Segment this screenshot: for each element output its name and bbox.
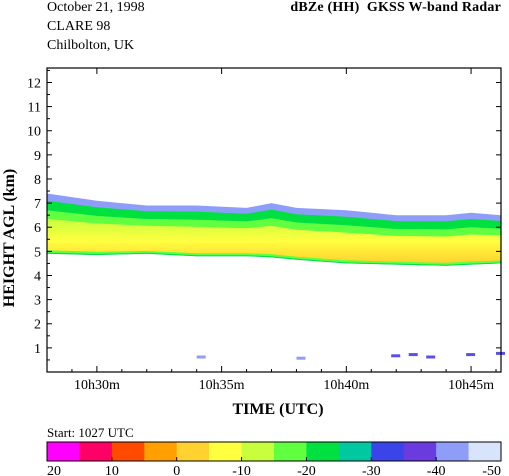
- y-tick-label: 8: [34, 173, 41, 188]
- low-return: [408, 353, 418, 357]
- colorbar-segment: [274, 442, 308, 461]
- x-tick-label: 10h35m: [199, 378, 245, 393]
- plot-frame: [46, 67, 502, 373]
- colorbar-tick-label: -10: [232, 464, 251, 476]
- colorbar-segment: [403, 442, 437, 461]
- colorbar: 20 10 0 -10 -20 -30 -40 -50: [46, 441, 502, 476]
- low-return: [296, 356, 306, 360]
- campaign-label: CLARE 98: [47, 19, 111, 34]
- colorbar-segment: [468, 442, 502, 461]
- y-tick-label: 12: [27, 76, 41, 91]
- colorbar-segment: [436, 442, 470, 461]
- x-tick-label: 10h30m: [74, 378, 120, 393]
- x-tick-label: 10h45m: [448, 378, 494, 393]
- colorbar-segment: [371, 442, 405, 461]
- colorbar-frame: [46, 441, 502, 462]
- start-time-label: Start: 1027 UTC: [47, 425, 134, 440]
- colorbar-segment: [241, 442, 275, 461]
- low-return: [466, 353, 476, 357]
- y-axis-title: HEIGHT AGL (km): [1, 169, 18, 307]
- colorbar-segment: [306, 442, 340, 461]
- low-return: [391, 354, 401, 358]
- y-tick-label: 3: [34, 294, 41, 309]
- instrument-label: GKSS W-band Radar: [366, 0, 501, 15]
- colorbar-tick-label: 20: [47, 464, 61, 476]
- site-label: Chilbolton, UK: [47, 38, 135, 53]
- x-axis-title: TIME (UTC): [232, 401, 323, 418]
- low-return: [196, 355, 206, 359]
- colorbar-tick-label: -50: [482, 464, 501, 476]
- chart-title: dBZe (HH) GKSS W-band Radar: [290, 0, 501, 16]
- colorbar-segment: [209, 442, 243, 461]
- y-tick-label: 4: [34, 269, 41, 284]
- plot-layer: [47, 193, 505, 360]
- colorbar-segment: [338, 442, 372, 461]
- y-tick-label: 1: [34, 342, 41, 357]
- y-tick-label: 2: [34, 318, 41, 333]
- low-return: [426, 355, 436, 359]
- y-tick-label: 5: [34, 245, 41, 260]
- product-label: dBZe (HH): [290, 0, 360, 15]
- y-tick-label: 11: [28, 101, 41, 116]
- colorbar-tick-label: 10: [105, 464, 119, 476]
- x-tick-label: 10h40m: [323, 378, 369, 393]
- colorbar-tick-label: -20: [297, 464, 316, 476]
- colorbar-segment: [144, 442, 178, 461]
- colorbar-tick-label: -30: [362, 464, 381, 476]
- header-info: October 21, 1998 CLARE 98 Chilbolton, UK: [47, 0, 145, 57]
- y-tick-label: 9: [34, 149, 41, 164]
- y-tick-label: 7: [34, 197, 41, 212]
- date-label: October 21, 1998: [47, 0, 145, 15]
- colorbar-segment: [47, 442, 81, 461]
- colorbar-tick-label: 0: [173, 464, 180, 476]
- colorbar-segment: [79, 442, 113, 461]
- colorbar-segment: [111, 442, 145, 461]
- colorbar-tick-label: -40: [427, 464, 446, 476]
- y-tick-label: 10: [27, 125, 41, 140]
- colorbar-segment: [176, 442, 210, 461]
- y-tick-label: 6: [34, 221, 41, 236]
- cloud-echo-core: [47, 218, 501, 263]
